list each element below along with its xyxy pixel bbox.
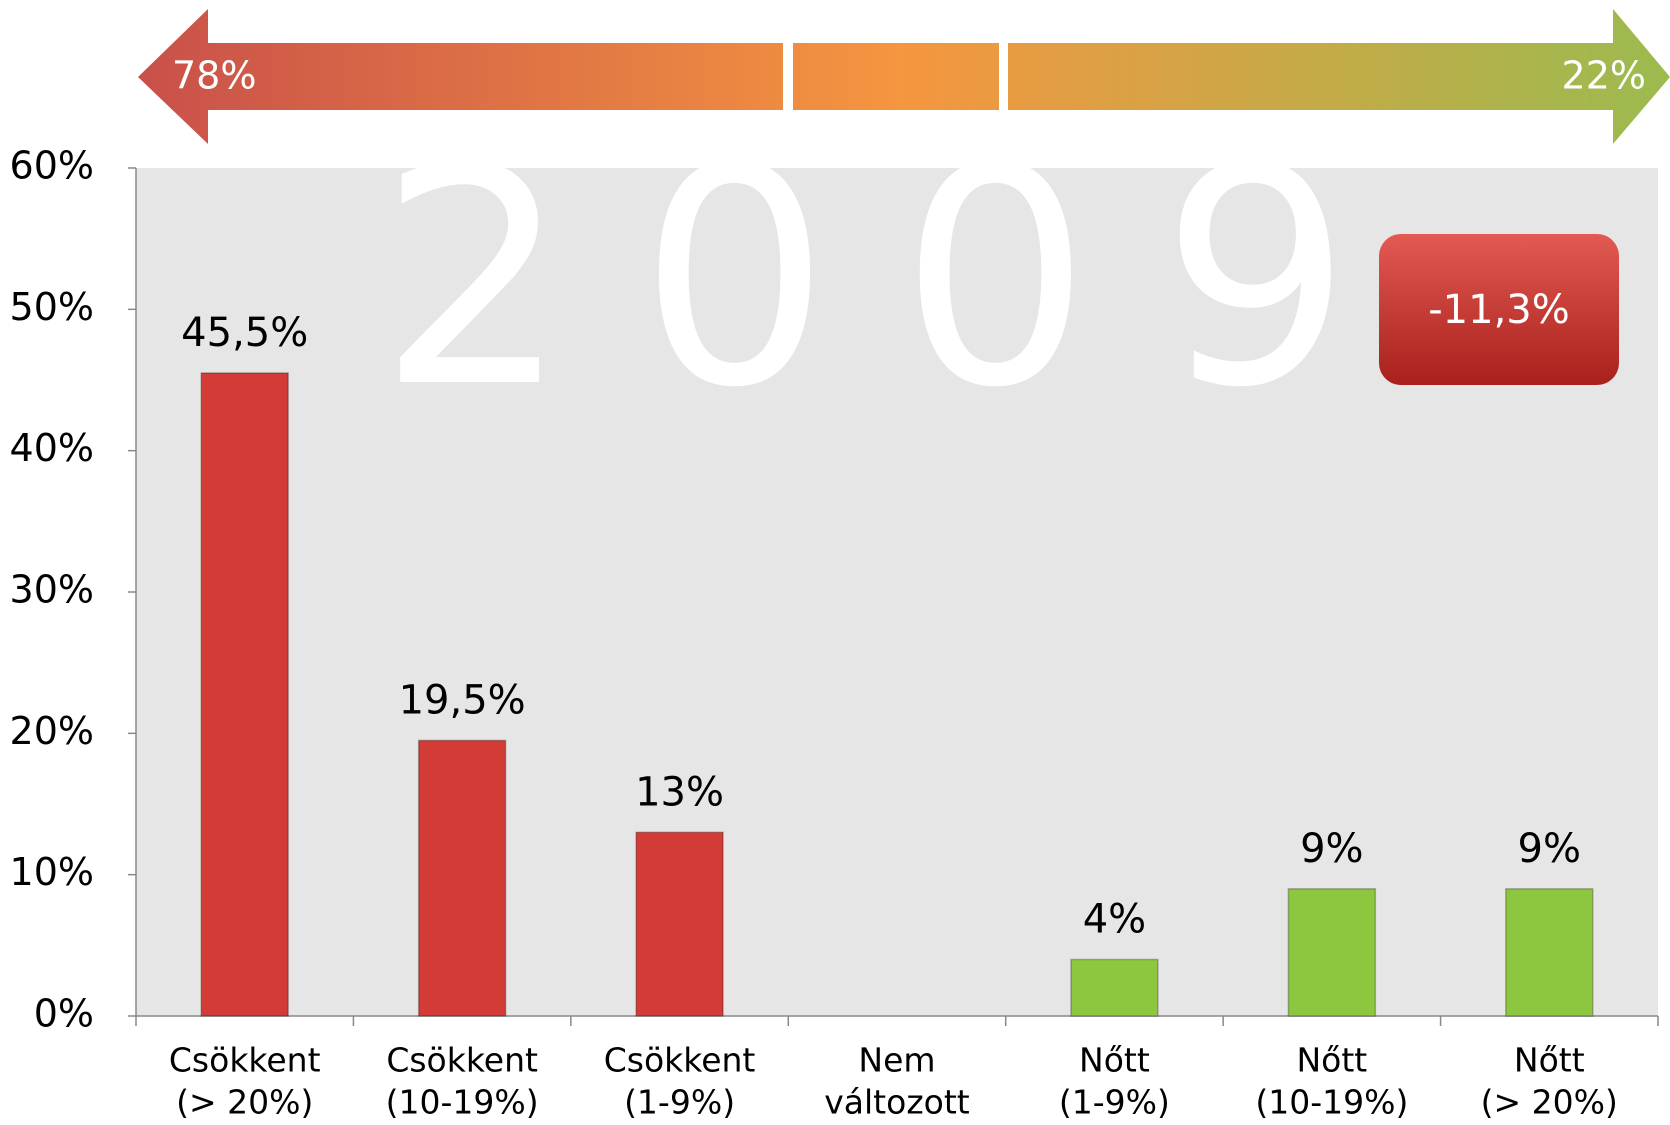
- data-label: 45,5%: [181, 310, 308, 356]
- x-tick-label: Nőtt: [1514, 1041, 1585, 1080]
- bar: [1070, 958, 1159, 1017]
- y-tick-label: 40%: [10, 426, 94, 470]
- x-tick-label: Csökkent: [386, 1041, 538, 1080]
- y-tick-label: 60%: [10, 144, 94, 188]
- bar: [1287, 888, 1377, 1017]
- arrow-right-label: 22%: [1562, 54, 1646, 98]
- bar: [200, 372, 289, 1017]
- x-tick-label: Nőtt: [1079, 1041, 1150, 1080]
- bar: [417, 739, 507, 1017]
- x-tick-label: (1-9%): [624, 1083, 735, 1122]
- y-tick-label: 0%: [34, 992, 94, 1036]
- watermark: 2009: [378, 104, 1421, 453]
- x-tick-label: Csökkent: [604, 1041, 756, 1080]
- data-label: 4%: [1083, 896, 1146, 942]
- share-arrow: [138, 9, 1670, 144]
- x-tick-label: (> 20%): [1481, 1083, 1618, 1122]
- x-tick-label: Nem: [858, 1041, 935, 1080]
- badge-label: -11,3%: [1428, 287, 1570, 333]
- x-tick-label: változott: [824, 1083, 969, 1122]
- data-label: 9%: [1518, 826, 1581, 872]
- arrow-left-label: 78%: [172, 54, 256, 98]
- bar: [635, 831, 724, 1017]
- y-tick-label: 50%: [10, 285, 94, 329]
- y-tick-label: 30%: [10, 568, 94, 612]
- data-label: 19,5%: [399, 677, 526, 723]
- x-tick-label: Nőtt: [1296, 1041, 1367, 1080]
- y-tick-label: 20%: [10, 709, 94, 753]
- x-tick-label: (10-19%): [1255, 1083, 1408, 1122]
- badge: [1379, 234, 1619, 385]
- arrow-gap: [783, 40, 793, 114]
- data-label: 9%: [1300, 826, 1363, 872]
- x-tick-label: (> 20%): [176, 1083, 313, 1122]
- x-tick-label: (10-19%): [386, 1083, 539, 1122]
- data-label: 13%: [635, 769, 724, 815]
- x-tick-label: (1-9%): [1059, 1083, 1170, 1122]
- y-tick-label: 10%: [10, 850, 94, 894]
- arrow-gap: [999, 40, 1008, 114]
- bar: [1505, 888, 1594, 1017]
- x-tick-label: Csökkent: [169, 1041, 321, 1080]
